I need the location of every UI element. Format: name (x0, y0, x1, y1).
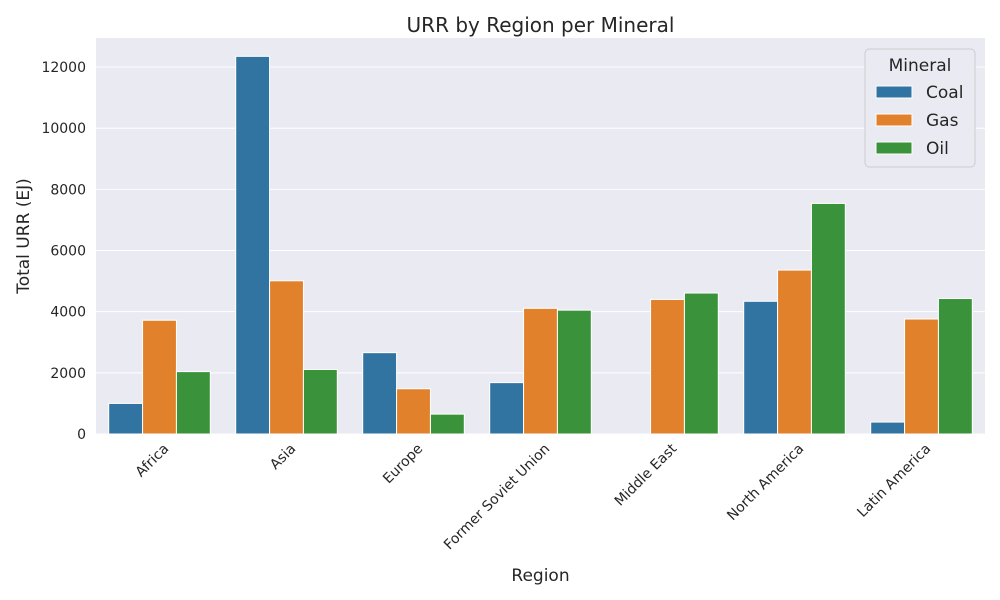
legend-label-coal: Coal (926, 83, 963, 103)
x-tick-label: Africa (133, 441, 173, 481)
bar-oil-former-soviet-union (556, 309, 592, 435)
legend-label-oil: Oil (926, 139, 949, 159)
y-tick-label: 4000 (50, 305, 86, 321)
y-tick-label: 8000 (50, 182, 86, 198)
chart-title: URR by Region per Mineral (407, 13, 675, 37)
bar-oil-north-america (810, 202, 846, 435)
y-axis-title: Total URR (EJ) (14, 178, 34, 295)
x-tick-label: North America (724, 441, 807, 524)
bar-oil-asia (302, 368, 338, 435)
y-tick-label: 2000 (50, 366, 86, 382)
legend-items: Coal Gas Oil (875, 83, 963, 159)
y-axis-ticks: 0 2000 4000 6000 8000 10000 12000 (41, 60, 86, 443)
bar-gas-africa (142, 319, 177, 435)
bar-gas-north-america (777, 269, 812, 435)
legend-swatch-gas (875, 113, 913, 127)
bar-coal-former-soviet-union (489, 382, 525, 435)
x-tick-label: Europe (380, 441, 426, 487)
bar-coal-north-america (743, 300, 779, 435)
y-tick-label: 0 (77, 427, 86, 443)
bar-gas-latin-america (904, 318, 939, 435)
legend-frame (864, 48, 976, 168)
bar-oil-middle-east (683, 292, 719, 435)
y-tick-label: 12000 (41, 60, 86, 76)
x-tick-label: Former Soviet Union (441, 441, 553, 553)
x-axis-title: Region (511, 566, 569, 586)
y-tick-label: 6000 (50, 244, 86, 260)
y-tick-label: 10000 (41, 121, 86, 137)
legend-swatch-oil (875, 141, 913, 155)
bar-coal-latin-america (870, 421, 906, 435)
x-axis-ticks: Africa Asia Europe Former Soviet Union Middl… (133, 441, 935, 554)
x-tick-label: Latin America (854, 441, 934, 521)
bar-coal-europe (362, 352, 398, 435)
bar-gas-europe (396, 388, 431, 435)
legend: Mineral Coal Gas Oil (864, 48, 976, 168)
x-tick-label: Asia (267, 441, 299, 473)
bar-oil-europe (429, 413, 465, 435)
bar-gas-former-soviet-union (523, 307, 558, 435)
bar-oil-africa (175, 371, 211, 435)
bar-gas-middle-east (650, 298, 685, 435)
x-tick-label: Middle East (612, 441, 681, 510)
bar-coal-asia (235, 55, 271, 435)
bar-coal-africa (108, 402, 144, 435)
bars (108, 55, 973, 435)
bar-oil-latin-america (937, 298, 973, 435)
bar-gas-asia (269, 280, 304, 435)
legend-swatch-coal (875, 85, 913, 99)
legend-label-gas: Gas (926, 111, 959, 131)
legend-title: Mineral (889, 56, 952, 76)
